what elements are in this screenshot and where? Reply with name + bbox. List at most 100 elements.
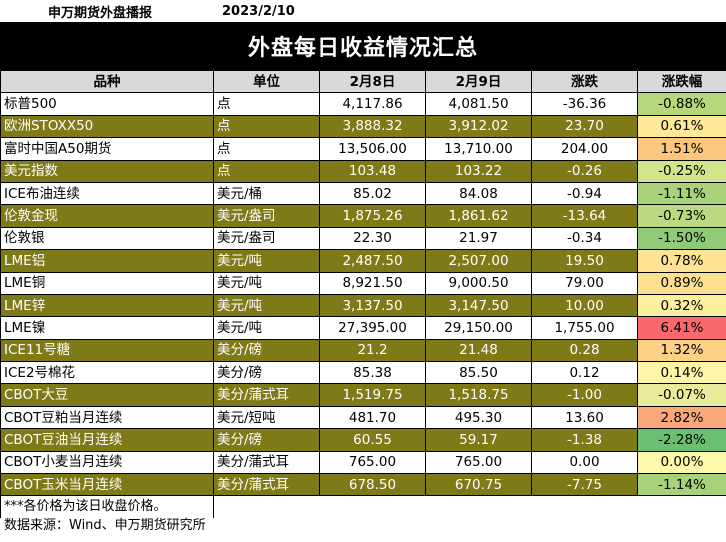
change-cell: -36.36	[531, 92, 638, 116]
commodity-name: 欧洲STOXX50	[0, 114, 214, 139]
price-day1: 1,875.26	[319, 204, 426, 228]
unit-cell: 点	[213, 159, 320, 183]
pct-change-cell: -1.11%	[637, 181, 726, 206]
table-row: CBOT豆粕当月连续 美元/短吨 481.70 495.30 13.60 2.82%	[0, 405, 726, 430]
table-row: LME镍 美元/吨 27,395.00 29,150.00 1,755.00 6.41%	[0, 316, 726, 340]
price-day1: 22.30	[319, 226, 426, 251]
commodity-name: LME铝	[0, 249, 214, 273]
org-name: 申万期货外盘播报	[48, 5, 153, 21]
price-day2: 495.30	[425, 405, 532, 430]
pct-change-cell: 1.51%	[637, 137, 726, 161]
commodity-name: ICE11号糖	[0, 338, 214, 363]
pct-change-cell: 2.82%	[637, 405, 726, 430]
table-row: CBOT豆油当月连续 美分/磅 60.55 59.17 -1.38 -2.28%	[0, 428, 726, 452]
commodity-name: ICE布油连续	[0, 181, 214, 206]
change-cell: 79.00	[531, 271, 638, 295]
price-day1: 27,395.00	[319, 316, 426, 340]
price-day2: 1,518.75	[425, 383, 532, 407]
report-title: 外盘每日收益情况汇总	[0, 22, 726, 70]
col-day2: 2月9日	[425, 69, 532, 94]
price-day2: 85.50	[425, 361, 532, 385]
price-day2: 765.00	[425, 450, 532, 475]
table-row: LME铝 美元/吨 2,487.50 2,507.00 19.50 0.78%	[0, 249, 726, 273]
pct-change-cell: 0.00%	[637, 450, 726, 475]
table-row: ICE2号棉花 美分/磅 85.38 85.50 0.12 0.14%	[0, 361, 726, 385]
price-day2: 2,507.00	[425, 249, 532, 273]
unit-cell: 美分/蒲式耳	[213, 383, 320, 407]
price-day1: 2,487.50	[319, 249, 426, 273]
unit-cell: 美元/盎司	[213, 226, 320, 251]
change-cell: 0.12	[531, 361, 638, 385]
unit-cell: 美元/吨	[213, 271, 320, 295]
price-day2: 4,081.50	[425, 92, 532, 116]
commodity-name: LME镍	[0, 316, 214, 340]
col-name: 品种	[0, 69, 214, 94]
pct-change-cell: -0.88%	[637, 92, 726, 116]
price-day1: 21.2	[319, 338, 426, 363]
commodity-name: 标普500	[0, 92, 214, 116]
price-day2: 103.22	[425, 159, 532, 183]
price-day2: 21.97	[425, 226, 532, 251]
col-day1: 2月8日	[319, 69, 426, 94]
unit-cell: 点	[213, 137, 320, 161]
price-day2: 29,150.00	[425, 316, 532, 340]
price-day2: 1,861.62	[425, 204, 532, 228]
table-row: ICE11号糖 美分/磅 21.2 21.48 0.28 1.32%	[0, 338, 726, 363]
price-day1: 103.48	[319, 159, 426, 183]
col-unit: 单位	[213, 69, 320, 94]
change-cell: 13.60	[531, 405, 638, 430]
price-day1: 3,888.32	[319, 114, 426, 139]
unit-cell: 点	[213, 92, 320, 116]
data-source: 数据来源：Wind、申万期货研究所	[4, 518, 206, 533]
change-cell: 19.50	[531, 249, 638, 273]
change-cell: -7.75	[531, 473, 638, 497]
change-cell: -0.34	[531, 226, 638, 251]
table-row: 富时中国A50期货点 13,506.00 13,710.00 204.00 1.51%	[0, 137, 726, 161]
pct-change-cell: -0.73%	[637, 204, 726, 228]
col-pct: 涨跌幅	[637, 69, 726, 94]
price-day2: 13,710.00	[425, 137, 532, 161]
pct-change-cell: 0.78%	[637, 249, 726, 273]
price-day1: 85.02	[319, 181, 426, 206]
pct-change-cell: 1.32%	[637, 338, 726, 363]
price-day2: 3,912.02	[425, 114, 532, 139]
change-cell: 23.70	[531, 114, 638, 139]
price-day2: 9,000.50	[425, 271, 532, 295]
change-cell: 0.00	[531, 450, 638, 475]
unit-cell: 美分/蒲式耳	[213, 450, 320, 475]
pct-change-cell: 0.32%	[637, 293, 726, 318]
price-day2: 21.48	[425, 338, 532, 363]
unit-cell: 美分/磅	[213, 428, 320, 452]
report-date: 2023/2/10	[222, 3, 295, 19]
commodity-name: 伦敦银	[0, 226, 214, 251]
unit-cell: 美元/吨	[213, 249, 320, 273]
price-day2: 3,147.50	[425, 293, 532, 318]
note-row: ***各价格为该日收盘价格。	[0, 495, 726, 518]
unit-cell: 美元/桶	[213, 181, 320, 206]
unit-cell: 美分/蒲式耳	[213, 473, 320, 497]
unit-cell: 美分/磅	[213, 361, 320, 385]
table-row: ICE布油连续 美元/桶 85.02 84.08 -0.94 -1.11%	[0, 181, 726, 206]
price-day1: 481.70	[319, 405, 426, 430]
table-row: 伦敦银 美元/盎司 22.30 21.97 -0.34 -1.50%	[0, 226, 726, 251]
unit-cell: 美元/盎司	[213, 204, 320, 228]
price-day1: 8,921.50	[319, 271, 426, 295]
change-cell: -1.38	[531, 428, 638, 452]
table-row: 伦敦金现 美元/盎司 1,875.26 1,861.62 -13.64 -0.73%	[0, 204, 726, 228]
commodity-name: CBOT豆油当月连续	[0, 428, 214, 452]
commodity-name: LME铜	[0, 271, 214, 295]
pct-change-cell: -2.28%	[637, 428, 726, 452]
change-cell: -0.26	[531, 159, 638, 183]
price-day1: 85.38	[319, 361, 426, 385]
commodity-name: ICE2号棉花	[0, 361, 214, 385]
price-day1: 4,117.86	[319, 92, 426, 116]
change-cell: 0.28	[531, 338, 638, 363]
table-row: CBOT大豆 美分/蒲式耳 1,519.75 1,518.75 -1.00 -0.07%	[0, 383, 726, 407]
change-cell: 204.00	[531, 137, 638, 161]
commodity-name: CBOT大豆	[0, 383, 214, 407]
change-cell: 1,755.00	[531, 316, 638, 340]
price-day1: 13,506.00	[319, 137, 426, 161]
table-row: 标普500 点 4,117.86 4,081.50 -36.36 -0.88%	[0, 92, 726, 116]
unit-cell: 美元/吨	[213, 293, 320, 318]
